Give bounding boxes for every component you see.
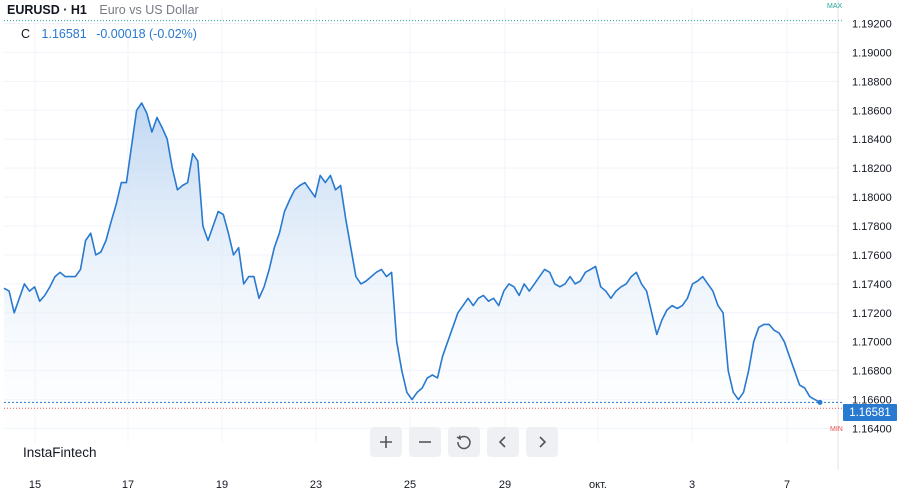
x-tick-label: 15	[29, 479, 41, 491]
x-tick-label: 29	[499, 479, 511, 491]
x-tick-label: 7	[784, 479, 790, 491]
scroll-left-button[interactable]	[487, 427, 519, 457]
close-readout: C 1.16581 -0.00018 (-0.02%)	[21, 27, 203, 41]
zoom-out-button[interactable]	[409, 427, 441, 457]
y-tick-label: 1.18600	[852, 105, 892, 117]
last-price-tag: 1.16581	[843, 404, 897, 421]
x-tick-label: 3	[689, 479, 695, 491]
x-tick-label: 25	[404, 479, 416, 491]
y-tick-label: 1.18200	[852, 163, 892, 175]
chevron-right-icon	[539, 436, 547, 448]
symbol-description: Euro vs US Dollar	[99, 3, 199, 17]
x-tick-label: 17	[122, 479, 134, 491]
area-fill	[4, 103, 820, 443]
chart-toolbar	[370, 427, 558, 457]
y-tick-label: 1.18000	[852, 192, 892, 204]
chart-header: EURUSD · H1 Euro vs US Dollar	[7, 3, 199, 17]
x-tick-label: окт.	[589, 479, 607, 491]
price-line	[3, 102, 821, 404]
y-tick-label: 1.18400	[852, 134, 892, 146]
max-level-label: MAX	[827, 3, 843, 10]
x-axis: 15 17 19 23 25 29 окт. 3 7	[29, 479, 790, 491]
y-tick-label: 1.17000	[852, 337, 892, 349]
y-tick-label: 1.19200	[852, 18, 892, 30]
y-tick-label: 1.18800	[852, 76, 892, 88]
zoom-in-button[interactable]	[370, 427, 402, 457]
plus-icon	[380, 436, 392, 448]
max-min-levels	[4, 20, 843, 409]
y-tick-label: 1.17200	[852, 308, 892, 320]
y-tick-label: 1.17800	[852, 221, 892, 233]
y-tick-label: 1.16600	[852, 395, 892, 407]
y-tick-label: 1.17600	[852, 250, 892, 262]
min-level-label: MIN	[830, 426, 843, 433]
y-tick-label: 1.19000	[852, 47, 892, 59]
y-tick-label: 1.16800	[852, 366, 892, 378]
change-value: -0.00018 (-0.02%)	[96, 27, 197, 41]
x-tick-label: 19	[216, 479, 228, 491]
y-axis: 1.19200 1.19000 1.18800 1.18600 1.18400 1.182…	[837, 0, 892, 470]
price-series	[3, 102, 823, 443]
brand-logo-text: InstaFintech	[23, 445, 97, 460]
y-tick-label: 1.16400	[852, 424, 892, 436]
symbol-label: EURUSD · H1	[7, 3, 87, 17]
x-tick-label: 23	[310, 479, 322, 491]
reset-icon	[456, 435, 471, 450]
scroll-right-button[interactable]	[526, 427, 558, 457]
chevron-left-icon	[498, 436, 506, 448]
minus-icon	[419, 441, 431, 443]
reset-button[interactable]	[448, 427, 480, 457]
close-value: 1.16581	[41, 27, 87, 41]
close-label: C	[21, 27, 31, 41]
y-tick-label: 1.17400	[852, 279, 892, 291]
